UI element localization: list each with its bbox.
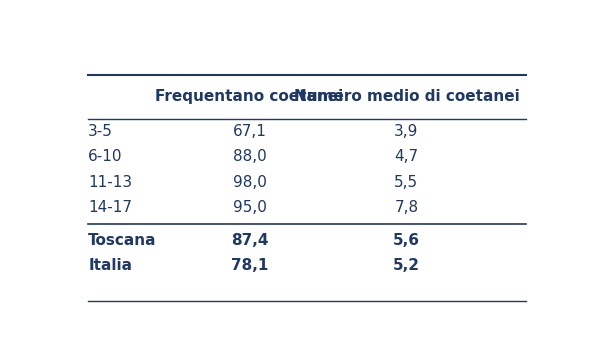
Text: 14-17: 14-17 [88,200,132,215]
Text: 6-10: 6-10 [88,149,123,164]
Text: 3,9: 3,9 [394,124,418,139]
Text: 11-13: 11-13 [88,175,132,190]
Text: 88,0: 88,0 [233,149,267,164]
Text: 5,2: 5,2 [393,258,420,273]
Text: Frequentano coetanei: Frequentano coetanei [155,90,344,104]
Text: 7,8: 7,8 [394,200,418,215]
Text: 67,1: 67,1 [233,124,267,139]
Text: 5,5: 5,5 [394,175,418,190]
Text: 3-5: 3-5 [88,124,113,139]
Text: 78,1: 78,1 [231,258,268,273]
Text: Numero medio di coetanei: Numero medio di coetanei [293,90,519,104]
Text: 95,0: 95,0 [233,200,267,215]
Text: Toscana: Toscana [88,233,156,248]
Text: 98,0: 98,0 [233,175,267,190]
Text: Italia: Italia [88,258,132,273]
Text: 4,7: 4,7 [394,149,418,164]
Text: 87,4: 87,4 [231,233,268,248]
Text: 5,6: 5,6 [393,233,420,248]
